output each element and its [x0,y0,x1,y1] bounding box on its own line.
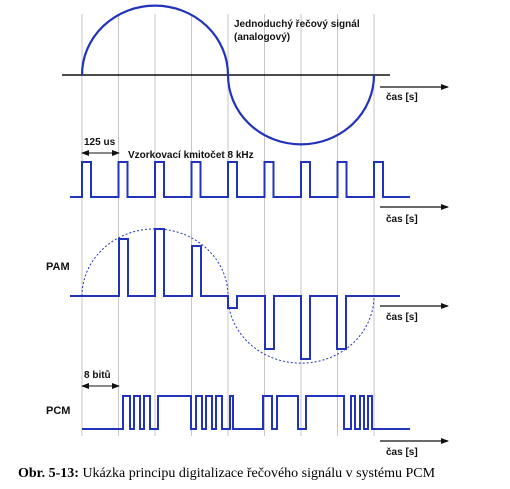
pcm-axis-label: čas [s] [386,447,418,458]
sampling-section: 125 us Vzorkovací kmitočet 8 kHz čas [s] [70,137,449,225]
pam-dotted-envelope [81,228,375,364]
pcm-bit-stream [82,395,410,430]
pam-pulse-train [70,228,400,360]
pam-axis-label: čas [s] [386,312,418,323]
caption-number: Obr. 5-13: [18,466,79,481]
analog-signal-label-line2: (analogový) [234,32,290,43]
sampling-axis-label: čas [s] [386,214,418,225]
sampling-pulse-train [70,161,410,198]
sampling-period-label: 125 us [84,137,116,148]
pam-section: PAM čas [s] [46,228,449,364]
pcm-label: PCM [46,405,70,417]
analog-axis-label: čas [s] [386,92,418,103]
analog-signal-wave [80,4,376,146]
pam-label: PAM [46,261,70,273]
figure-caption: Obr. 5-13: Ukázka principu digitalizace … [18,466,510,482]
analog-section: čas [s] Jednoduchý řečový signál (analog… [62,4,449,146]
caption-text: Ukázka principu digitalizace řečového si… [78,466,436,481]
sampling-frequency-label: Vzorkovací kmitočet 8 kHz [128,150,254,161]
analog-signal-label-line1: Jednoduchý řečový signál [234,19,360,30]
pcm-section: PCM 8 bitů čas [s] [46,369,449,458]
pcm-bits-label: 8 bitů [84,369,111,381]
pcm-digitization-diagram: čas [s] Jednoduchý řečový signál (analog… [46,4,449,458]
